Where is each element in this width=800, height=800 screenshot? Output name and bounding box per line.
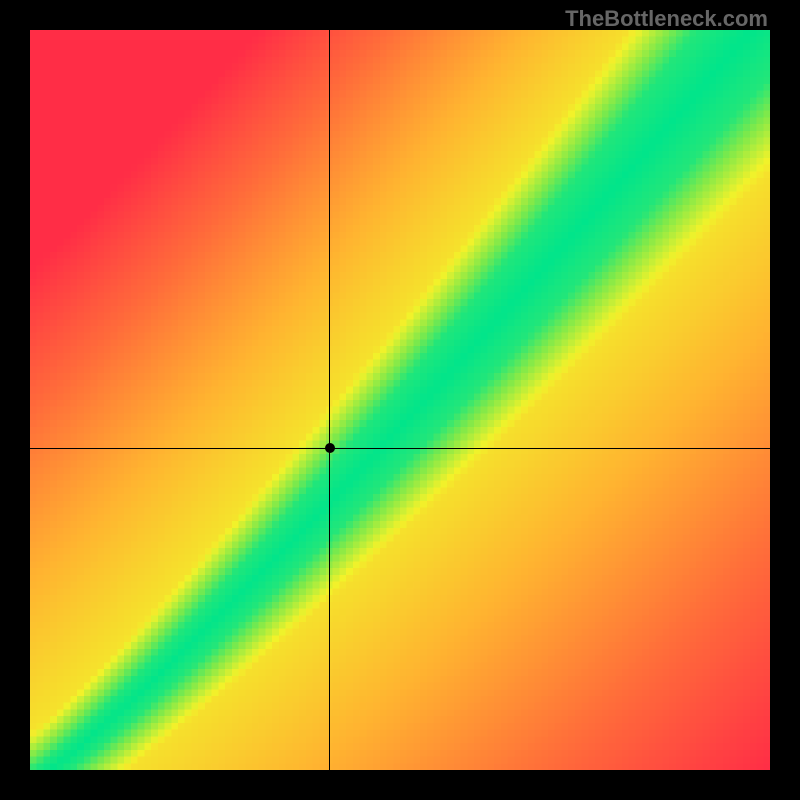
crosshair-vertical	[329, 30, 330, 770]
watermark-text: TheBottleneck.com	[565, 6, 768, 32]
bottleneck-heatmap	[30, 30, 770, 770]
marker-dot	[325, 443, 335, 453]
crosshair-horizontal	[30, 448, 770, 449]
chart-container: TheBottleneck.com	[0, 0, 800, 800]
